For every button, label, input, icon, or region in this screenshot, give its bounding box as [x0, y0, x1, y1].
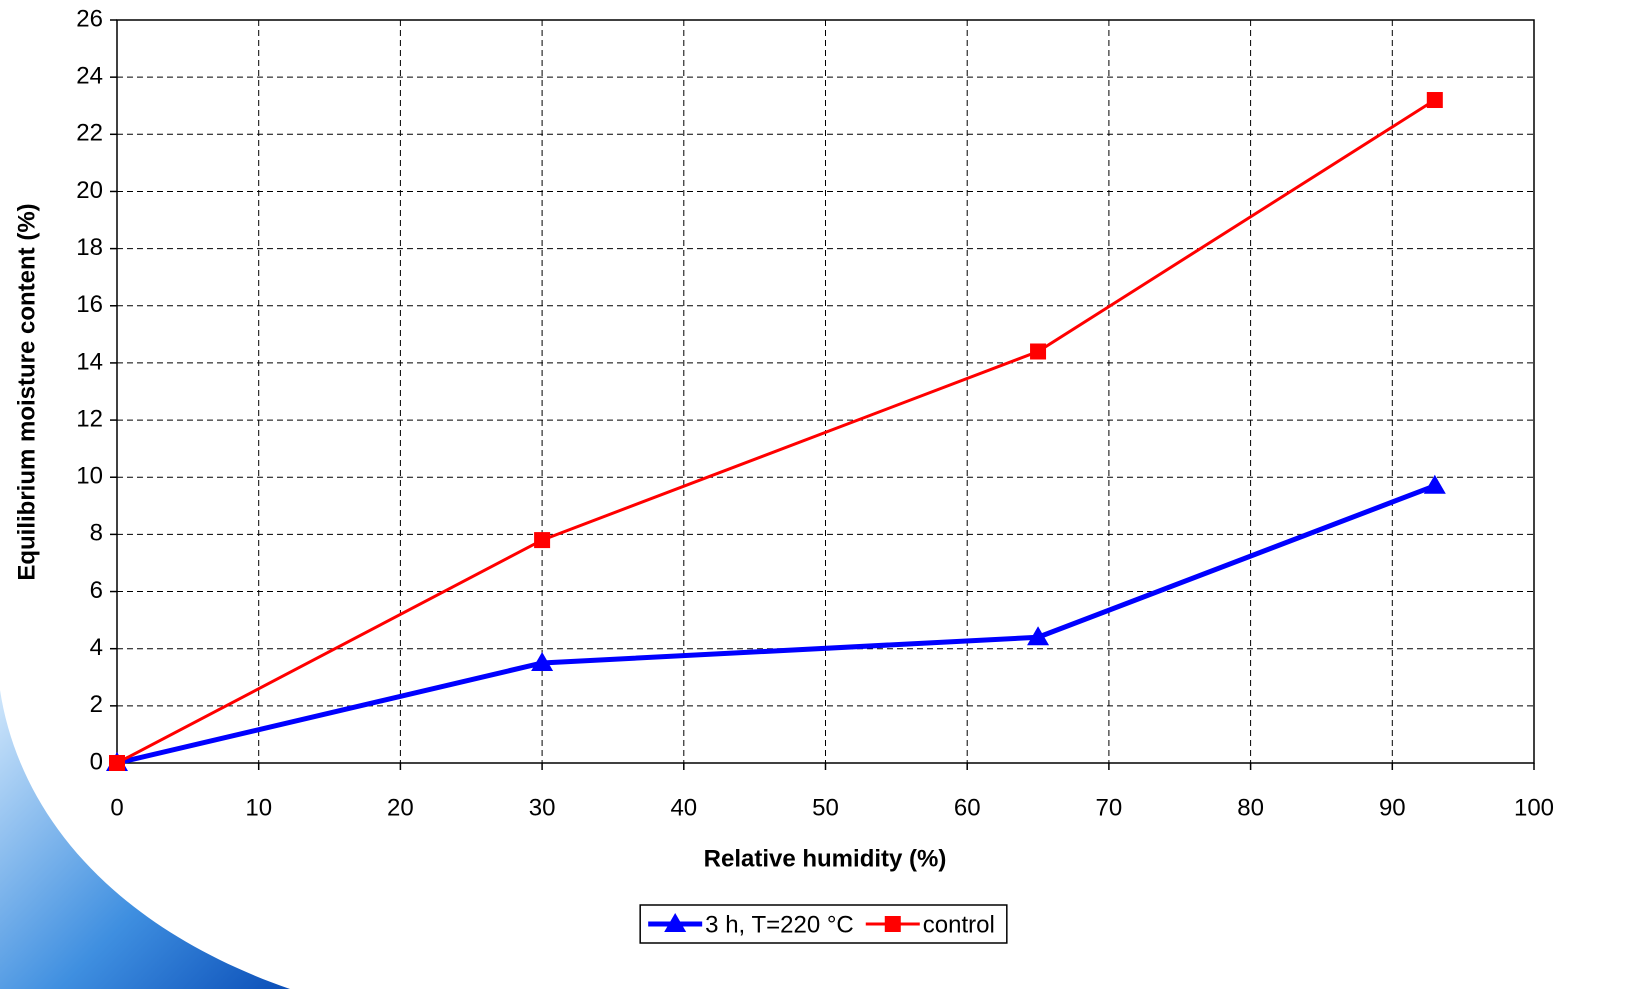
y-tick-label: 18 — [76, 234, 103, 261]
x-tick-label: 20 — [387, 794, 414, 821]
y-tick-label: 2 — [90, 691, 103, 718]
x-tick-label: 80 — [1237, 794, 1264, 821]
y-tick-label: 12 — [76, 405, 103, 432]
legend: 3 h, T=220 °C control — [639, 904, 1008, 944]
x-tick-label: 50 — [812, 794, 839, 821]
x-tick-label: 40 — [670, 794, 697, 821]
marker — [1423, 474, 1446, 494]
series-line — [116, 483, 1436, 766]
x-tick-label: 70 — [1096, 794, 1123, 821]
y-tick-label: 22 — [76, 120, 103, 147]
y-tick-label: 4 — [90, 634, 103, 661]
plot-border — [116, 19, 1535, 764]
legend-label: control — [923, 911, 995, 938]
y-tick-label: 6 — [90, 577, 103, 604]
y-axis-label: Equilibrium moisture content (%) — [13, 203, 40, 580]
series-line — [116, 98, 1436, 765]
y-tick-label: 26 — [76, 5, 103, 32]
y-tick-label: 0 — [90, 748, 103, 775]
y-tick-label: 14 — [76, 348, 103, 375]
marker — [1426, 92, 1443, 109]
x-tick-label: 60 — [954, 794, 981, 821]
legend-label: 3 h, T=220 °C — [705, 911, 854, 938]
x-tick-label: 10 — [245, 794, 272, 821]
x-tick-label: 100 — [1514, 794, 1554, 821]
y-tick-label: 8 — [90, 520, 103, 547]
marker — [1030, 343, 1047, 360]
marker — [1027, 626, 1050, 646]
legend-item: control — [865, 911, 995, 938]
y-tick-label: 16 — [76, 291, 103, 318]
x-tick-label: 0 — [110, 794, 123, 821]
decoration — [0, 690, 290, 989]
marker — [884, 916, 901, 932]
y-tick-label: 10 — [76, 463, 103, 490]
y-tick-label: 20 — [76, 177, 103, 204]
x-axis-label: Relative humidity (%) — [704, 845, 947, 872]
x-tick-label: 30 — [529, 794, 556, 821]
marker — [531, 651, 554, 671]
marker — [664, 913, 687, 932]
marker — [534, 532, 551, 549]
legend-item: 3 h, T=220 °C — [648, 911, 854, 938]
x-tick-label: 90 — [1379, 794, 1406, 821]
marker — [109, 755, 125, 771]
y-tick-label: 24 — [76, 62, 103, 89]
